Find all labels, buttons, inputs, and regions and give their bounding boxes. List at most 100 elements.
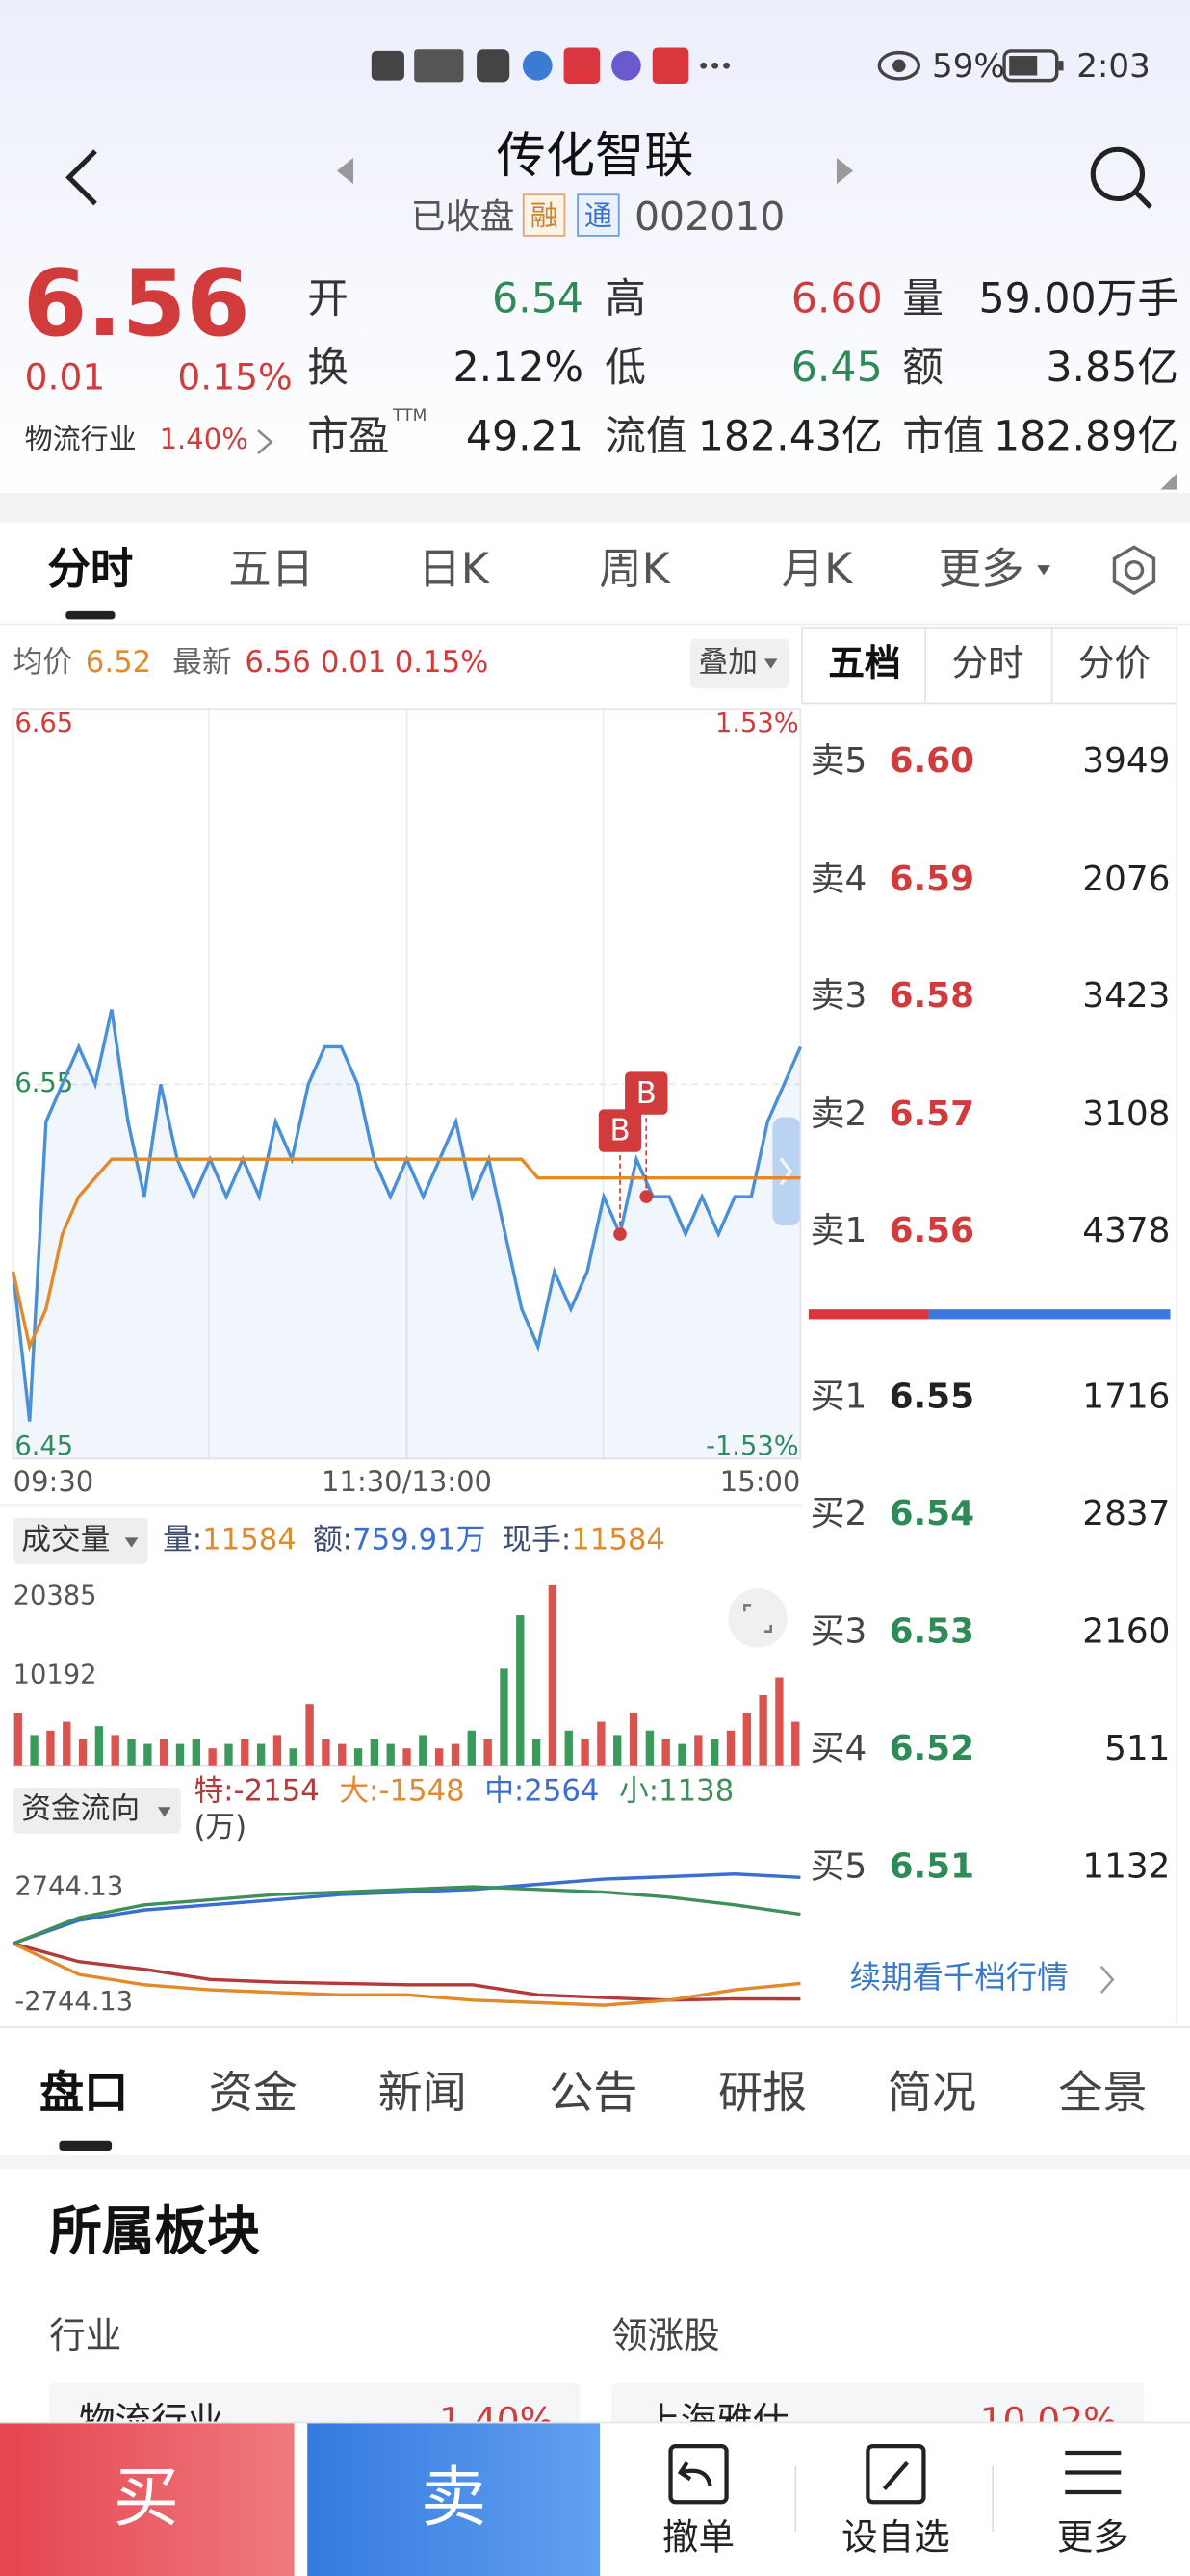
order-label: 买4	[810, 1728, 867, 1768]
volume-bar	[548, 1584, 557, 1766]
field-value: 182.43亿	[697, 412, 883, 460]
volume-bar	[208, 1748, 217, 1766]
order-tabs-frame	[801, 627, 1178, 705]
volume-bar	[581, 1739, 589, 1766]
industry-arrow[interactable]	[257, 429, 273, 454]
sell-label[interactable]: 卖	[421, 2460, 487, 2537]
volume-caret	[124, 1537, 139, 1548]
fund-menu[interactable]	[13, 1787, 181, 1834]
volume-bar	[710, 1739, 719, 1766]
volume-bar	[63, 1721, 71, 1766]
buy-label[interactable]: 买	[113, 2460, 180, 2537]
overlay-label[interactable]: 叠加	[698, 645, 759, 681]
zoom-button[interactable]	[728, 1588, 788, 1648]
back-button[interactable]	[65, 149, 97, 206]
order-price: 6.59	[889, 859, 975, 899]
field-label: 换	[307, 343, 349, 392]
overlay-button[interactable]	[690, 638, 789, 689]
volume-bar	[224, 1743, 233, 1766]
detail-tab[interactable]: 全景	[1058, 2068, 1148, 2120]
sell-button[interactable]	[307, 2423, 601, 2576]
buy-button[interactable]	[0, 2423, 295, 2576]
order-label: 卖1	[810, 1210, 867, 1250]
volume-bar	[111, 1735, 119, 1766]
volume-menu[interactable]	[13, 1517, 148, 1564]
order-tab[interactable]: 分价	[1077, 643, 1151, 685]
volume-bar	[629, 1713, 638, 1766]
order-price: 6.60	[889, 740, 975, 781]
chart-tab[interactable]: 月K	[781, 545, 853, 595]
cancel-order[interactable]: 撤单	[661, 2518, 736, 2560]
volume-bar	[694, 1735, 703, 1766]
order-volume: 3423	[1082, 975, 1171, 1016]
order-tab[interactable]: 分时	[951, 643, 1024, 685]
x-tick-label: 09:30	[13, 1465, 94, 1498]
search-button[interactable]	[1090, 146, 1152, 209]
prev-stock[interactable]	[336, 157, 354, 185]
chart-tab[interactable]: 五日	[228, 545, 315, 595]
volume-bar	[175, 1743, 185, 1766]
order-volume: 1716	[1082, 1377, 1171, 1417]
volume-bar	[160, 1739, 168, 1766]
order-tab[interactable]: 五档	[828, 643, 901, 685]
field-value: 2.12%	[453, 343, 584, 392]
leader-label: 领涨股	[611, 2316, 720, 2358]
order-price: 6.58	[889, 975, 975, 1016]
settings-icon[interactable]	[1112, 545, 1156, 596]
price-change-pct: 0.15%	[177, 358, 293, 399]
volume-bar	[13, 1713, 22, 1766]
detail-tab[interactable]: 盘口	[39, 2068, 129, 2120]
price-change: 0.01	[24, 358, 106, 399]
volume-bar	[531, 1739, 541, 1766]
chart-tab[interactable]: 更多	[938, 545, 1024, 595]
detail-tab[interactable]: 新闻	[377, 2068, 467, 2120]
next-stock[interactable]	[836, 157, 854, 185]
clock: 2:03	[1076, 45, 1151, 86]
battery-level: 59%	[931, 45, 1005, 86]
annotation-label: B	[609, 1114, 630, 1148]
tab-underline	[65, 610, 116, 620]
divider	[0, 2155, 1190, 2169]
detail-tab[interactable]: 公告	[549, 2068, 638, 2120]
order-label: 买5	[810, 1846, 867, 1887]
y2-tick-label: 1.53%	[715, 708, 799, 738]
volume-bar	[613, 1735, 622, 1766]
section-title: 所属板块	[49, 2200, 260, 2263]
fund-menu-label[interactable]: 资金流向	[21, 1791, 141, 1827]
volume-bar	[338, 1743, 347, 1766]
depth-link[interactable]: 续期看千档行情	[849, 1960, 1069, 1996]
add-watchlist[interactable]: 设自选	[841, 2518, 950, 2560]
side-handle[interactable]	[772, 1117, 801, 1226]
volume-bar	[46, 1730, 55, 1766]
volume-stat: 额:759.91万	[313, 1526, 485, 1556]
series-line	[12, 1942, 801, 2007]
more-actions[interactable]: 更多	[1056, 2518, 1129, 2560]
order-price: 6.53	[889, 1611, 975, 1652]
field-label: 流值	[605, 412, 687, 460]
y2-tick-label: -1.53%	[706, 1431, 799, 1461]
legend-latest: 最新	[172, 645, 232, 681]
volume-menu-label[interactable]: 成交量	[21, 1523, 111, 1558]
chart-tab[interactable]: 周K	[599, 545, 670, 595]
order-volume: 3108	[1082, 1094, 1171, 1134]
volume-stat-value: 759.91万	[352, 1523, 486, 1558]
chart-tab[interactable]: 日K	[418, 545, 489, 595]
order-price: 6.56	[889, 1210, 975, 1250]
detail-tab[interactable]: 简况	[887, 2068, 977, 2120]
volume-bar	[597, 1721, 606, 1766]
action-icons	[668, 2444, 1122, 2505]
chart-tab[interactable]: 分时	[47, 545, 134, 595]
volume-stat-label: 量:	[163, 1523, 203, 1558]
field-value: 6.54	[492, 274, 584, 322]
volume-bar	[78, 1739, 88, 1766]
detail-tab[interactable]: 研报	[718, 2068, 808, 2120]
detail-tab[interactable]: 资金	[208, 2068, 298, 2120]
industry-name[interactable]: 物流行业	[24, 424, 137, 457]
order-volume: 3949	[1082, 740, 1171, 781]
volume-bar	[791, 1721, 800, 1766]
more-arrow[interactable]	[1099, 1965, 1115, 1994]
side-handle-arrow	[779, 1157, 793, 1186]
y-tick-label: 20385	[13, 1581, 97, 1610]
order-volume: 511	[1104, 1728, 1171, 1768]
volume-bar	[386, 1743, 395, 1766]
